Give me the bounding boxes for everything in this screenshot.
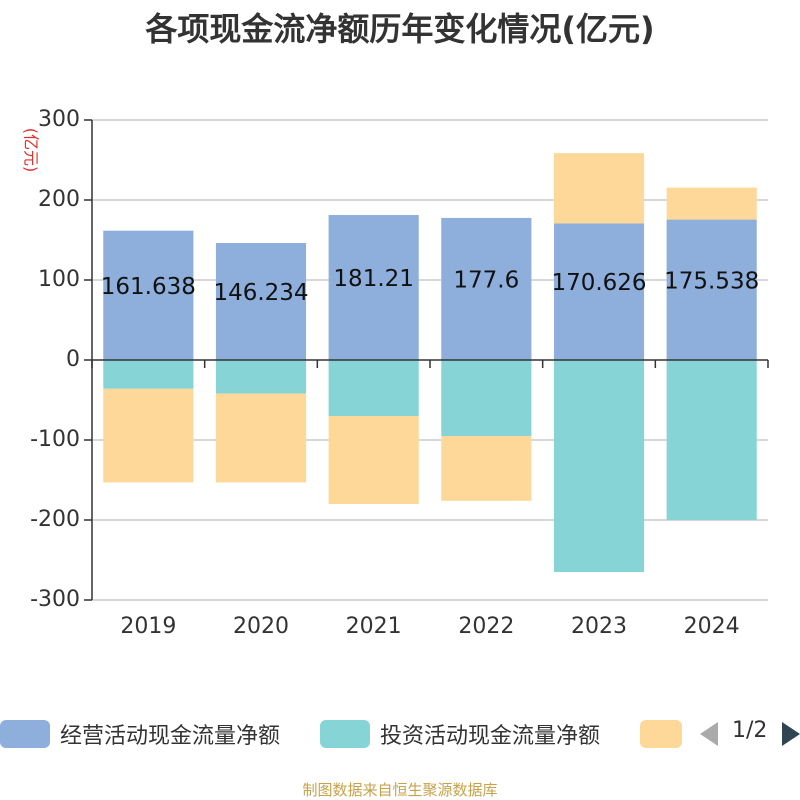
axes: 300 200 100 0 -100 -200 -300 2019 2020 2021 2022 20… [30, 107, 769, 639]
legend-item-third[interactable] [640, 714, 682, 754]
data-label-2023: 170.626 [551, 270, 646, 296]
data-label-2022: 177.6 [453, 267, 519, 293]
bar-series0-2022[interactable] [441, 217, 532, 360]
bar-series1-2021[interactable] [328, 360, 419, 416]
bar-series0-2020[interactable] [215, 243, 307, 360]
bar-series1-2022[interactable] [441, 360, 532, 436]
y-tick-label: 200 [38, 187, 80, 212]
y-tick-label: 100 [38, 267, 80, 292]
legend-item-operating[interactable]: 经营活动现金流量净额 [0, 714, 280, 754]
data-labels: 161.638 146.234 181.21 177.6 170.626 175.538 [101, 266, 759, 306]
bar-series0-2019[interactable] [103, 230, 194, 360]
bar-series0-2023[interactable] [553, 223, 645, 360]
y-tick-label: -100 [30, 427, 80, 452]
chart-title: 各项现金流净额历年变化情况(亿元) [145, 10, 655, 48]
legend-label-investing: 投资活动现金流量净额 [380, 724, 601, 749]
data-label-2020: 146.234 [213, 280, 308, 306]
bar-series0-2024[interactable] [666, 219, 757, 360]
y-axis-unit-text: (亿元) [22, 128, 41, 173]
bar-series2-2020[interactable] [215, 393, 307, 483]
x-tick-label: 2022 [458, 614, 514, 639]
bar-series1-2024[interactable] [666, 360, 757, 520]
x-tick-label: 2024 [684, 614, 740, 639]
x-tick-label: 2020 [233, 614, 289, 639]
data-label-2021: 181.21 [333, 266, 413, 292]
bar-series1-2019[interactable] [103, 360, 194, 389]
data-source-note: 制图数据来自恒生聚源数据库 [302, 781, 498, 799]
legend-pager-text: 1/2 [732, 718, 768, 743]
bar-series2-2021[interactable] [328, 416, 419, 504]
x-tick-label: 2021 [346, 614, 402, 639]
bar-series1-2023[interactable] [553, 360, 645, 572]
y-tick-label: 0 [66, 347, 80, 372]
y-tick-label: -300 [30, 587, 80, 612]
triangle-left-icon[interactable] [700, 722, 718, 746]
y-tick-label: 300 [38, 107, 80, 132]
y-axis-unit-label: (亿元) [22, 128, 41, 173]
data-label-2024: 175.538 [664, 268, 759, 294]
x-tick-label: 2023 [571, 614, 627, 639]
legend-swatch-investing [320, 720, 370, 748]
bar-series2-2024[interactable] [666, 187, 757, 220]
bar-series2-2023[interactable] [553, 153, 645, 224]
legend-label-operating: 经营活动现金流量净额 [60, 724, 281, 749]
bars [103, 153, 757, 572]
legend-pager: 1/2 [700, 714, 800, 754]
y-tick-label: -200 [30, 507, 80, 532]
bar-series1-2020[interactable] [215, 360, 307, 394]
x-tick-label: 2019 [120, 614, 176, 639]
legend-swatch-third [640, 720, 682, 748]
legend-swatch-operating [0, 720, 50, 748]
data-label-2019: 161.638 [101, 274, 196, 300]
legend: 经营活动现金流量净额 投资活动现金流量净额 1/2 [0, 714, 800, 754]
bar-series2-2022[interactable] [441, 436, 532, 501]
bar-series2-2019[interactable] [103, 388, 194, 483]
grid-lines [92, 119, 768, 601]
chart-plot: 300 200 100 0 -100 -200 -300 2019 2020 2021 2022 20… [30, 107, 769, 639]
legend-item-investing[interactable]: 投资活动现金流量净额 [320, 714, 600, 754]
bar-series0-2021[interactable] [328, 215, 419, 360]
triangle-right-icon[interactable] [782, 722, 800, 746]
